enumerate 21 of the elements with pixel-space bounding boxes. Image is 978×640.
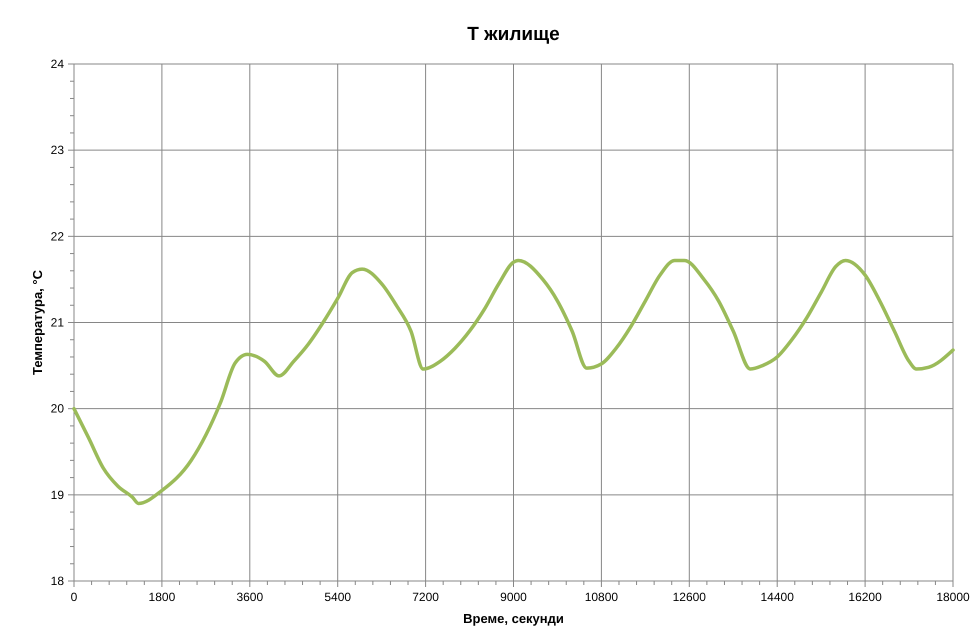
x-tick-label: 18000 (936, 590, 970, 604)
x-tick-label: 0 (70, 590, 78, 604)
y-tick-label: 22 (50, 229, 64, 244)
y-tick-label: 19 (50, 488, 64, 502)
x-axis-title: Време, секунди (463, 611, 564, 626)
y-tick-label: 24 (50, 57, 64, 71)
y-tick-label: 23 (50, 143, 64, 158)
y-tick-label: 18 (50, 574, 64, 588)
x-tick-label: 14400 (760, 590, 794, 604)
x-tick-label: 7200 (412, 590, 440, 604)
chart-title: Т жилище (467, 24, 560, 45)
x-tick-label: 9000 (500, 590, 528, 604)
x-tick-label: 5400 (324, 590, 352, 604)
x-tick-label: 16200 (848, 590, 882, 604)
y-tick-label: 21 (50, 316, 64, 330)
x-tick-label: 3600 (236, 590, 264, 604)
x-tick-label: 12600 (672, 590, 706, 604)
y-tick-label: 20 (50, 402, 64, 416)
x-tick-label: 10800 (584, 590, 618, 604)
x-tick-label: 1800 (148, 590, 176, 604)
y-axis-title: Температура, °С (30, 269, 45, 375)
